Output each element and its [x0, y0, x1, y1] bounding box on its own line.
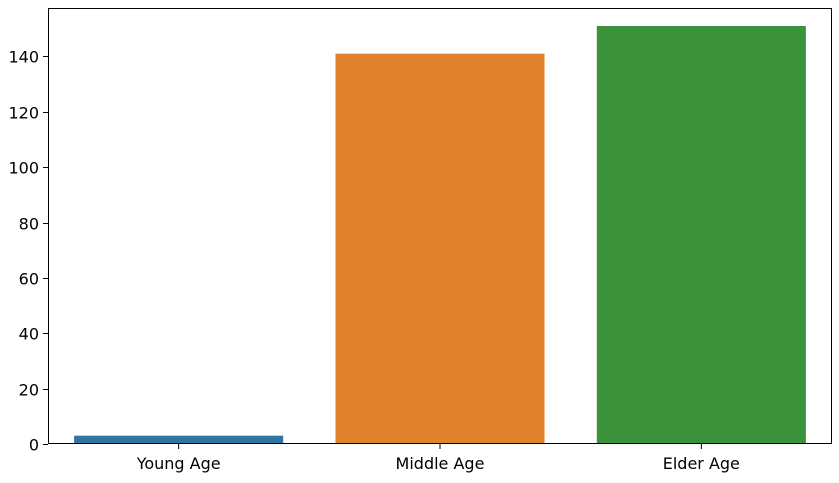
bar-middle-age	[335, 53, 545, 445]
y-tick-label: 100	[8, 159, 39, 178]
bars-layer	[74, 25, 806, 445]
y-tick-label: 40	[19, 325, 39, 344]
plot-frame	[48, 8, 832, 444]
y-tick-label: 80	[19, 215, 39, 234]
x-axis: Young Age Middle Age Elder Age	[136, 444, 740, 473]
y-tick-label: 120	[8, 104, 39, 123]
x-tick-label: Middle Age	[396, 454, 485, 473]
bar-elder-age	[596, 25, 806, 444]
bar-young-age	[74, 435, 284, 444]
x-tick-label: Young Age	[136, 454, 221, 473]
y-tick-label: 60	[19, 270, 39, 289]
y-axis: 0 20 40 60 80 100 120 140	[8, 48, 48, 455]
y-tick-label: 140	[8, 48, 39, 67]
x-tick-label: Elder Age	[663, 454, 740, 473]
y-tick-label: 20	[19, 381, 39, 400]
y-tick-label: 0	[29, 436, 39, 455]
